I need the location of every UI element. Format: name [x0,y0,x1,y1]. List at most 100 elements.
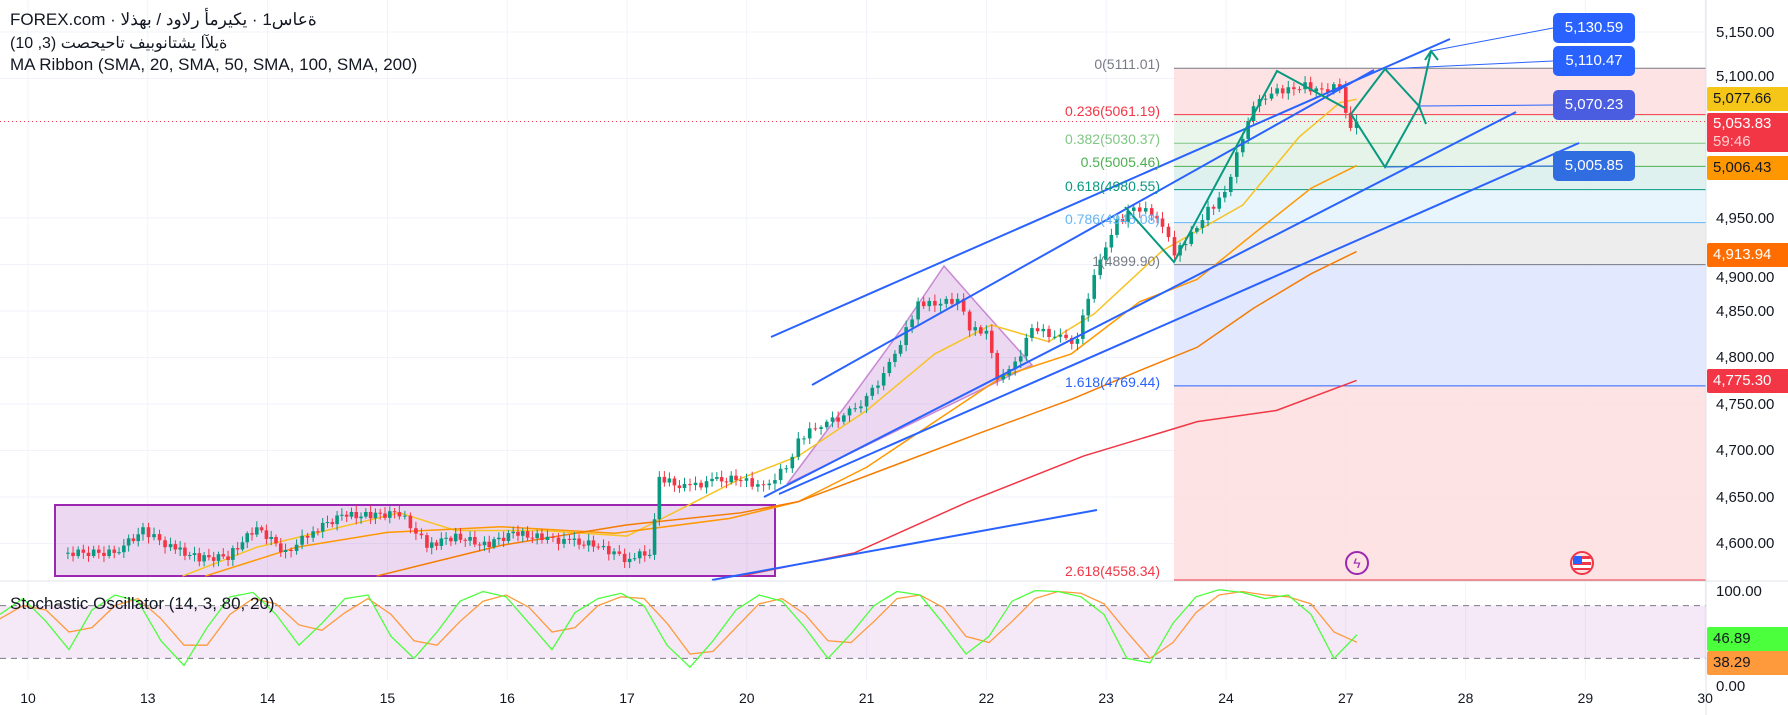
candle-body [622,553,627,563]
drawing-price-label[interactable]: 5,110.47 [1553,46,1635,76]
candle-body [847,408,852,416]
drawing-price-label[interactable]: 5,005.85 [1553,151,1635,181]
candle-body [316,531,320,533]
candle-body [761,484,766,486]
candle-body [1172,237,1177,256]
candle-body [473,537,477,545]
indicator-legend-fib[interactable]: ةيلآا يشتانوبيف تاحيحصت (3, 10) [10,35,228,52]
trendline-middle[interactable] [811,69,1375,386]
candle-body [163,540,167,548]
fib-level-label: 0.786(4945.08) [1065,210,1160,227]
candle-body [1126,210,1130,222]
candle-body [458,533,463,540]
time-tick-label: 23 [1098,690,1114,706]
trendline-lower-2[interactable] [778,142,1580,495]
candle-body [81,549,86,553]
candle-body [1120,219,1125,222]
candle-body [221,554,226,557]
candle-body [887,361,892,374]
time-tick-label: 24 [1218,690,1234,706]
candles [66,76,1359,569]
drawing-price-label[interactable]: 5,130.59 [1553,13,1635,43]
fib-retracement[interactable] [1174,67,1706,581]
candle-body [556,537,561,544]
candle-body [836,417,840,422]
candle-body [734,475,738,481]
candle-body [187,555,192,557]
trendline-bottom[interactable] [711,509,1098,581]
candle-body [477,544,482,546]
price-tick-label: 4,900.00 [1716,269,1775,286]
candle-body [672,478,677,486]
price-tick-label: 5,100.00 [1716,68,1775,85]
candle-body [859,406,863,409]
candle-body [699,482,703,488]
candle-body [1234,152,1239,177]
candle-body [1069,338,1074,344]
candle-body [1211,206,1216,209]
time-tick-label: 22 [978,690,995,706]
trendline-lower[interactable] [763,111,1517,498]
candle-body [535,533,539,539]
candle-body [572,538,577,540]
candle-body [419,533,424,536]
lightning-event-icon[interactable]: ϟ [1345,551,1369,575]
candle-body [335,515,339,525]
candle-body [842,415,846,422]
candle-body [1338,84,1342,88]
candle-body [449,537,453,542]
candle-body [642,551,647,556]
trend-channel[interactable] [711,38,1580,581]
stoch-d-line [0,590,1358,660]
candle-body [152,534,156,538]
candle-body [330,522,335,525]
candle-body [136,534,141,542]
candle-body [520,531,525,536]
candle-body [1200,220,1205,229]
symbol-title[interactable]: FOREX.com · ةعاس1 · يكيرمأ رلاود / بهذلا [10,10,317,29]
candle-body [790,456,795,469]
price-tick-label: 4,950.00 [1716,209,1775,227]
last-price-badge: 5,053.83 59:46 [1707,113,1788,152]
candle-body [1195,228,1199,232]
candle-body [226,556,230,560]
us-flag-economic-event-icon[interactable] [1570,551,1594,575]
candle-body [463,539,468,541]
fib-zone [1174,189,1706,223]
candle-body [305,535,310,538]
candle-body [202,555,206,562]
candle-body [250,533,254,535]
candle-body [1326,89,1330,93]
candle-body [516,531,520,536]
candle-body [1354,121,1359,128]
sma20-price-badge: 5,077.66 [1707,87,1788,111]
candle-body [995,352,999,380]
candle-body [739,480,743,482]
drawing-price-label[interactable]: 5,070.23 [1553,90,1635,120]
candle-body [173,544,178,550]
candle-body [91,549,96,557]
candle-body [627,558,632,563]
candle-body [577,538,581,545]
candle-body [1131,207,1136,211]
indicator-legend-stochastic[interactable]: Stochastic Oscillator (14, 3, 80, 20) [10,594,275,613]
candle-body [245,533,250,543]
indicator-legend-ma-ribbon[interactable]: MA Ribbon (SMA, 20, SMA, 50, SMA, 100, S… [10,55,418,74]
zigzag-projection[interactable] [1124,49,1439,264]
price-tick-label: 4,700.00 [1716,442,1775,459]
candle-body [107,549,111,556]
candle-body [131,538,136,542]
time-tick-label: 20 [739,690,755,706]
price-tick-label: 4,600.00 [1716,535,1775,552]
candle-body [434,542,439,546]
candle-body [652,519,657,555]
candle-body [612,551,616,555]
candle-body [1104,247,1108,260]
candle-body [117,552,121,554]
candle-body [378,512,383,514]
fib-zone [1174,264,1706,386]
trendline-upper[interactable] [770,38,1451,338]
candle-body [368,511,373,519]
candle-body [682,484,687,489]
